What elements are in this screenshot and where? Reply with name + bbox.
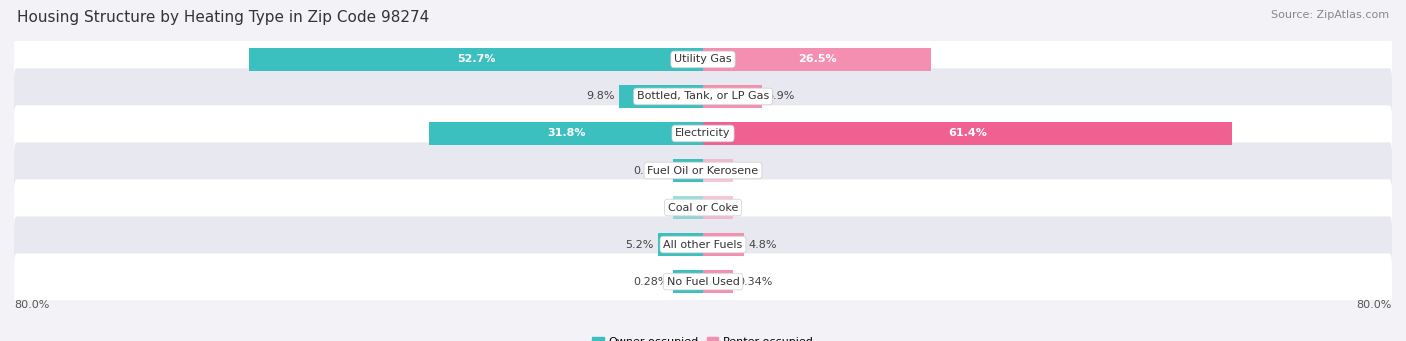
Text: 0.0%: 0.0% <box>707 203 735 212</box>
Text: 5.2%: 5.2% <box>626 239 654 250</box>
Text: 6.9%: 6.9% <box>766 91 796 102</box>
Bar <box>703 85 762 108</box>
FancyBboxPatch shape <box>14 105 1392 162</box>
Text: Electricity: Electricity <box>675 129 731 138</box>
Bar <box>703 122 1232 145</box>
Text: 0.0%: 0.0% <box>707 165 735 176</box>
Text: Housing Structure by Heating Type in Zip Code 98274: Housing Structure by Heating Type in Zip… <box>17 10 429 25</box>
Bar <box>429 122 703 145</box>
Text: 80.0%: 80.0% <box>14 300 49 310</box>
Text: 9.8%: 9.8% <box>586 91 614 102</box>
Bar <box>658 233 703 256</box>
Text: 0.39%: 0.39% <box>633 165 669 176</box>
Text: 0.34%: 0.34% <box>738 277 773 286</box>
Bar <box>703 270 733 293</box>
Text: Coal or Coke: Coal or Coke <box>668 203 738 212</box>
Text: All other Fuels: All other Fuels <box>664 239 742 250</box>
Text: 31.8%: 31.8% <box>547 129 585 138</box>
Bar <box>673 270 703 293</box>
Text: Bottled, Tank, or LP Gas: Bottled, Tank, or LP Gas <box>637 91 769 102</box>
Bar <box>673 159 703 182</box>
Text: 80.0%: 80.0% <box>1357 300 1392 310</box>
Text: Fuel Oil or Kerosene: Fuel Oil or Kerosene <box>647 165 759 176</box>
FancyBboxPatch shape <box>14 142 1392 199</box>
Text: 61.4%: 61.4% <box>948 129 987 138</box>
FancyBboxPatch shape <box>14 68 1392 124</box>
Text: 0.28%: 0.28% <box>633 277 669 286</box>
Text: 4.8%: 4.8% <box>748 239 778 250</box>
Legend: Owner-occupied, Renter-occupied: Owner-occupied, Renter-occupied <box>588 332 818 341</box>
FancyBboxPatch shape <box>14 179 1392 236</box>
Text: Source: ZipAtlas.com: Source: ZipAtlas.com <box>1271 10 1389 20</box>
Bar <box>703 233 744 256</box>
Bar <box>619 85 703 108</box>
Bar <box>673 196 703 219</box>
Bar <box>703 196 733 219</box>
Text: No Fuel Used: No Fuel Used <box>666 277 740 286</box>
Text: Utility Gas: Utility Gas <box>675 55 731 64</box>
Text: 52.7%: 52.7% <box>457 55 495 64</box>
Bar <box>249 48 703 71</box>
FancyBboxPatch shape <box>14 217 1392 273</box>
Text: 26.5%: 26.5% <box>797 55 837 64</box>
Text: 0.0%: 0.0% <box>671 203 699 212</box>
FancyBboxPatch shape <box>14 253 1392 310</box>
Bar <box>703 159 733 182</box>
FancyBboxPatch shape <box>14 31 1392 88</box>
Bar <box>703 48 931 71</box>
